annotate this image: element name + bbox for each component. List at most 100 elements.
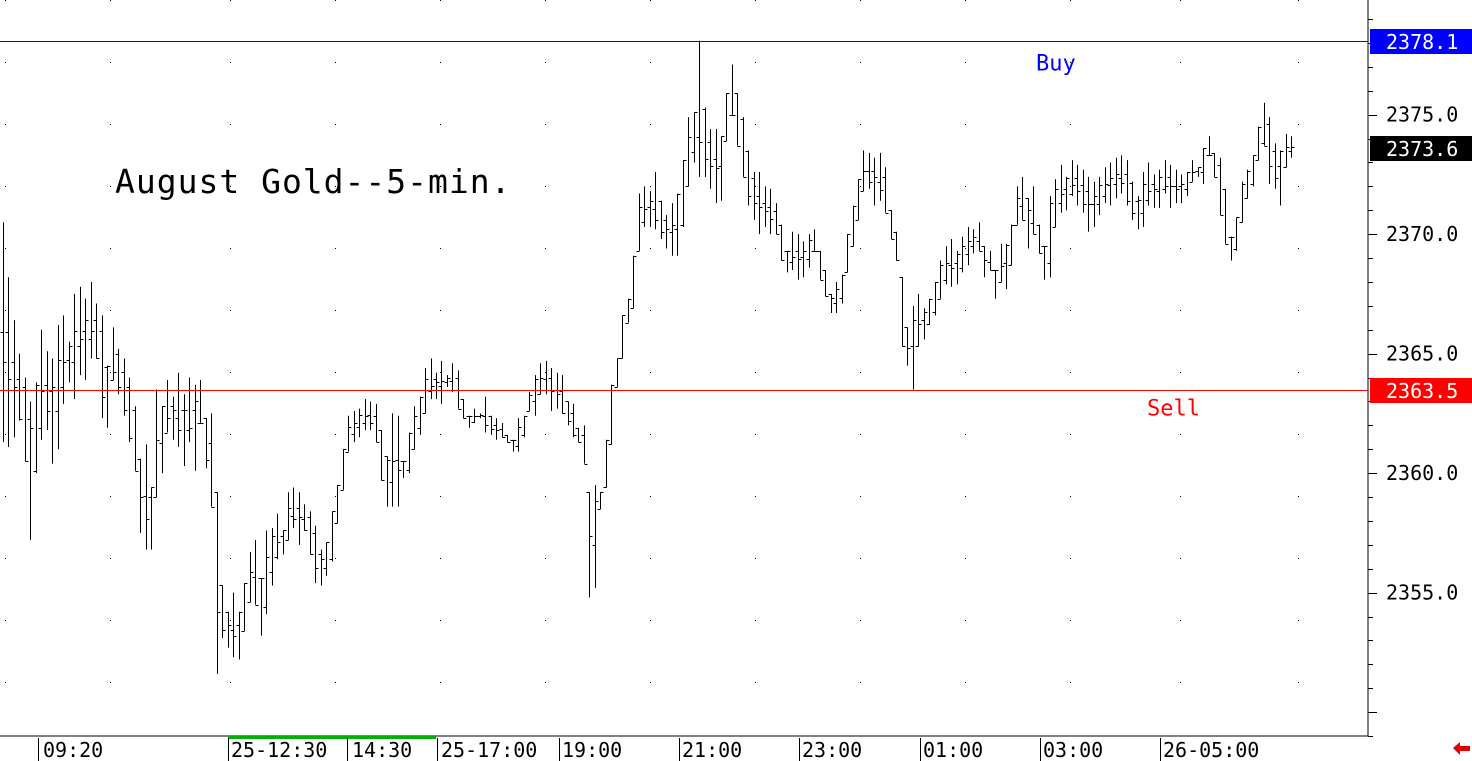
grid-dot xyxy=(860,186,861,187)
price-bar xyxy=(751,172,758,220)
price-bar xyxy=(663,215,670,249)
price-bar xyxy=(1096,176,1103,216)
price-bar xyxy=(170,396,177,440)
price-bar xyxy=(307,511,314,555)
grid-dot xyxy=(860,124,861,125)
grid-dot xyxy=(440,372,441,373)
price-bar xyxy=(1008,224,1015,266)
price-bar xyxy=(608,384,615,445)
price-bar xyxy=(88,281,95,359)
grid-dot xyxy=(650,0,651,1)
grid-dot xyxy=(5,558,6,559)
price-bar xyxy=(932,281,939,316)
svg-text:2363.5: 2363.5 xyxy=(1386,379,1458,403)
grid-dot xyxy=(230,124,231,125)
grid-dot xyxy=(1180,620,1181,621)
grid-dot xyxy=(965,620,966,621)
grid-dot xyxy=(1180,0,1181,1)
price-bar xyxy=(1052,179,1059,228)
grid-dot xyxy=(755,620,756,621)
price-bar xyxy=(1047,195,1054,278)
price-bar xyxy=(1173,169,1180,204)
price-bar xyxy=(691,112,698,163)
grid-dot xyxy=(440,248,441,249)
grid-dot xyxy=(1298,558,1299,559)
grid-dot xyxy=(860,62,861,63)
y-axis: 2375.0 2370.0 2365.0 2360.0 2355.0 xyxy=(1368,19,1458,737)
price-bar xyxy=(247,552,254,603)
price-bar xyxy=(1217,157,1224,216)
price-bar xyxy=(998,243,1005,283)
price-bar xyxy=(192,384,199,471)
price-bar xyxy=(839,274,846,304)
price-bar xyxy=(1041,246,1048,280)
price-bar xyxy=(340,449,347,491)
price-bar xyxy=(1189,160,1196,183)
price-bar xyxy=(680,160,687,228)
price-bar xyxy=(186,377,193,443)
price-bar xyxy=(510,439,517,452)
price-bar xyxy=(674,193,681,256)
price-bar xyxy=(619,315,626,359)
price-bar xyxy=(636,193,643,252)
price-bar xyxy=(482,396,489,433)
y-tick-label: 2365.0 xyxy=(1386,342,1458,366)
price-bar xyxy=(55,324,62,450)
grid-dot xyxy=(440,62,441,63)
price-bar xyxy=(438,360,445,404)
price-bar xyxy=(269,528,276,586)
price-bar xyxy=(301,504,308,531)
price-bar xyxy=(11,320,18,438)
price-bar xyxy=(1118,155,1125,194)
price-bar xyxy=(565,401,572,426)
price-bar xyxy=(334,485,341,524)
scroll-right-arrow-icon[interactable] xyxy=(1453,742,1470,755)
price-bar xyxy=(877,152,884,201)
y-tick-label: 2360.0 xyxy=(1386,461,1458,485)
x-axis: 09:20 25-12:30 14:30 25-17:00 19:00 21:00 23:0… xyxy=(38,736,1259,761)
grid-dot xyxy=(755,558,756,559)
price-bar xyxy=(285,492,292,541)
price-bar xyxy=(1014,186,1021,226)
x-tick-label: 23:00 xyxy=(802,738,862,761)
grid-dot xyxy=(110,620,111,621)
price-bar xyxy=(1228,236,1235,261)
price-bar xyxy=(389,413,396,507)
grid-dot xyxy=(755,124,756,125)
price-bar xyxy=(773,203,780,235)
price-bar xyxy=(713,129,720,204)
price-bar xyxy=(756,172,763,235)
grid-dot xyxy=(1298,248,1299,249)
price-bar xyxy=(871,157,878,206)
x-tick-label: 03:00 xyxy=(1043,738,1103,761)
price-bar xyxy=(38,329,45,440)
price-bar xyxy=(1025,198,1032,249)
x-tick-label: 14:30 xyxy=(352,738,412,761)
grid-dot xyxy=(650,310,651,311)
price-bar xyxy=(1222,188,1229,245)
price-bar xyxy=(1261,102,1268,147)
grid-dot xyxy=(1070,682,1071,683)
grid-dot xyxy=(5,434,6,435)
price-bar xyxy=(466,415,473,428)
price-bar xyxy=(893,231,900,261)
price-bar xyxy=(855,179,862,221)
price-bar xyxy=(625,298,632,324)
grid-dot xyxy=(965,496,966,497)
grid-dot xyxy=(335,248,336,249)
price-bar xyxy=(132,406,139,472)
chart-title: August Gold--5-min. xyxy=(115,162,512,201)
grid-dot xyxy=(230,558,231,559)
grid-dot xyxy=(860,682,861,683)
grid-dot xyxy=(335,310,336,311)
price-bar xyxy=(1124,160,1131,206)
price-bar xyxy=(378,430,385,481)
level-label-sell: Sell xyxy=(1147,397,1200,422)
price-bar xyxy=(729,64,736,116)
grid-dot xyxy=(755,310,756,311)
x-tick-label: 25-12:30 xyxy=(231,738,327,761)
grid-dot xyxy=(1298,310,1299,311)
grid-dot xyxy=(1180,558,1181,559)
price-bar xyxy=(384,456,391,507)
price-bar xyxy=(1107,162,1114,206)
